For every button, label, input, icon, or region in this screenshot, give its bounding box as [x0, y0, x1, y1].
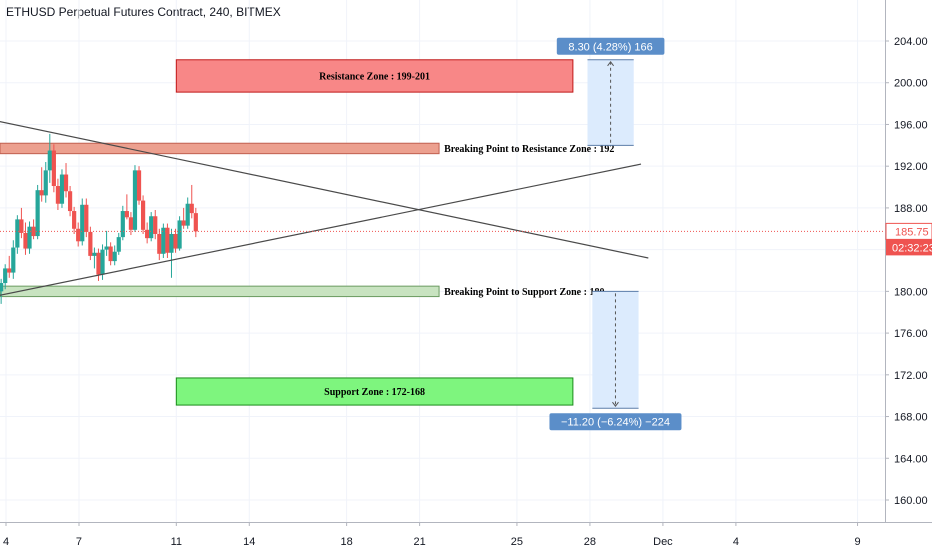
candle-body	[120, 211, 125, 238]
candle-body	[96, 252, 101, 275]
candle-body	[100, 249, 105, 275]
candle-body	[140, 200, 146, 230]
support-zone-rect	[175, 377, 574, 406]
support-zone-label: Support Zone : 172-168	[324, 387, 425, 398]
measures: 8.30 (4.28%) 166 −11.20 (−6.24%) −224	[549, 37, 682, 431]
candle-body	[3, 268, 8, 284]
candle-body	[108, 246, 113, 262]
candle-body	[165, 227, 170, 253]
y-tick-label: 200.00	[894, 78, 928, 90]
y-tick-label: 160.00	[894, 495, 928, 507]
x-tick-label: 4	[3, 536, 9, 548]
candle-body	[72, 211, 77, 229]
grid	[0, 0, 885, 522]
candle-body	[63, 174, 69, 192]
trendlines	[0, 120, 649, 296]
breaking-support-rect	[0, 285, 440, 298]
candle-body	[84, 204, 89, 232]
measure-down-arrowhead	[612, 401, 619, 408]
measure-down-label-bg	[549, 413, 682, 431]
countdown-label: 02:32:23	[892, 242, 932, 254]
candle-body	[112, 251, 117, 262]
candle-body	[15, 219, 20, 248]
candle-body	[193, 213, 198, 232]
candle-body	[88, 231, 93, 256]
candle-body	[39, 190, 44, 196]
x-tick-label: 25	[511, 536, 523, 548]
descending-trendline	[0, 120, 649, 259]
candle-body	[59, 174, 65, 204]
measure-up-label: 8.30 (4.28%) 166	[568, 41, 652, 53]
y-tick-label: 192.00	[894, 161, 928, 173]
breaking-resistance-rect	[0, 142, 440, 155]
ascending-trendline	[0, 163, 642, 296]
candle-body	[132, 170, 138, 230]
y-tick-label: 196.00	[894, 119, 928, 131]
candle-body	[67, 191, 73, 212]
resistance-zone-label: Resistance Zone : 199-201	[319, 71, 430, 82]
candle-body	[0, 283, 4, 292]
candle-body	[149, 216, 154, 239]
candle-body	[173, 233, 178, 249]
resistance-zone-rect	[175, 59, 574, 93]
y-tick-label: 204.00	[894, 36, 928, 48]
candle-body	[181, 220, 186, 226]
candle-body	[185, 203, 190, 226]
candle-body	[51, 150, 56, 187]
measure-up-arrowhead	[607, 60, 615, 67]
x-tick-label: 21	[413, 536, 425, 548]
candle-body	[80, 204, 85, 242]
measure-up-label-bg	[556, 37, 665, 55]
y-tick-label: 168.00	[894, 412, 928, 424]
x-tick-label: 11	[171, 536, 182, 548]
y-tick-label: 180.00	[894, 286, 928, 298]
candle-body	[116, 237, 121, 252]
y-tick-label: 188.00	[894, 203, 928, 215]
candle-body	[76, 228, 81, 242]
candle-body	[177, 220, 182, 249]
x-tick-label: 18	[340, 536, 352, 548]
candle-body	[136, 170, 142, 201]
candle-body	[19, 219, 24, 233]
x-tick-label: 7	[76, 536, 82, 548]
zones: Resistance Zone : 199-201 Breaking Point …	[0, 59, 614, 406]
measure-down-label: −11.20 (−6.24%) −224	[561, 417, 670, 429]
candle-body	[161, 227, 166, 254]
candle-body	[43, 170, 48, 196]
candle-body	[35, 190, 40, 237]
y-tick-label: 176.00	[894, 328, 928, 340]
chart-title: ETHUSD Perpetual Futures Contract, 240, …	[6, 5, 281, 19]
x-tick-label: 14	[243, 536, 255, 548]
breaking-support-label: Breaking Point to Support Zone : 180	[444, 287, 604, 298]
candle-body	[47, 150, 52, 171]
candle-body	[104, 246, 109, 250]
candle-body	[55, 186, 61, 204]
candle-body	[157, 233, 162, 254]
y-tick-label: 172.00	[894, 370, 928, 382]
candle-body	[124, 211, 129, 218]
candle-body	[7, 268, 12, 273]
candles	[0, 133, 198, 304]
candle-body	[169, 233, 174, 253]
candle-body	[23, 232, 28, 249]
candle-body	[145, 229, 150, 239]
x-tick-label: 9	[854, 536, 860, 548]
x-tick-label: Dec	[653, 536, 673, 548]
candle-body	[92, 252, 97, 256]
candle-body	[27, 226, 32, 249]
current-price-label: 185.75	[895, 226, 929, 238]
y-tick-label: 164.00	[894, 453, 928, 465]
candle-body	[153, 216, 158, 234]
x-tick-label: 4	[733, 536, 739, 548]
breaking-resistance-label: Breaking Point to Resistance Zone : 192	[444, 144, 614, 155]
measure-up-box	[587, 59, 634, 146]
candle-body	[189, 203, 194, 214]
candle-body	[128, 217, 134, 230]
x-tick-label: 28	[584, 536, 596, 548]
countdown-box	[886, 239, 932, 256]
candle-body	[11, 247, 16, 273]
